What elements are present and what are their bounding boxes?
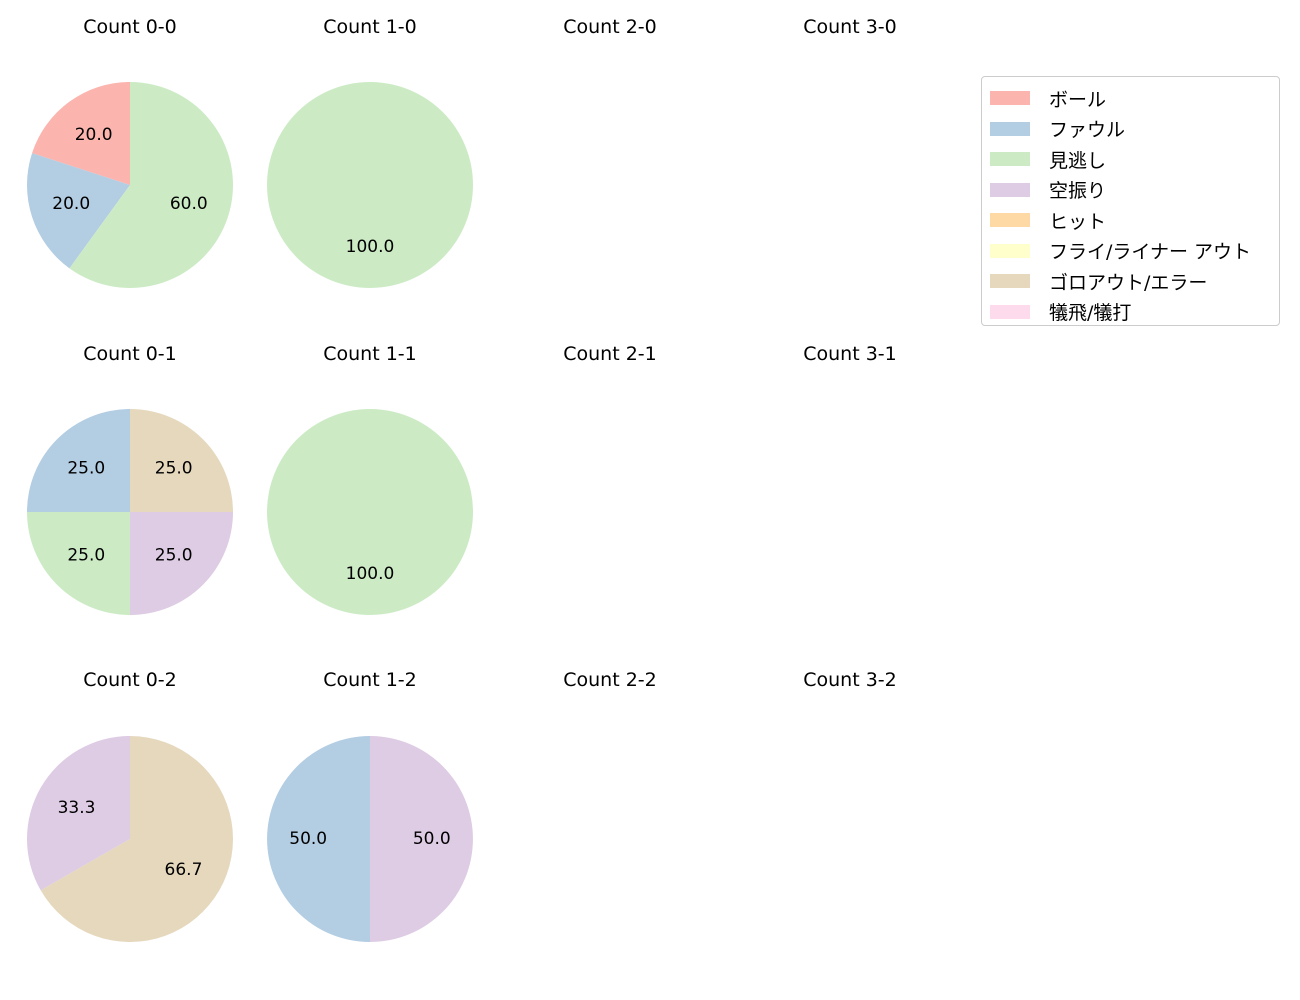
panel-title: Count 3-2 [803, 669, 897, 691]
panel-title: Count 1-0 [323, 16, 417, 38]
legend-label-hit: ヒット [1049, 210, 1107, 233]
panel-title: Count 0-1 [83, 343, 177, 365]
slice-label: 25.0 [155, 458, 193, 478]
pie-slice [267, 409, 473, 615]
slice-label: 25.0 [67, 458, 105, 478]
legend-label-swinging-strike: 空振り [1049, 180, 1107, 203]
panel-title: Count 0-0 [83, 16, 177, 38]
panel-title: Count 0-2 [83, 669, 177, 691]
legend-swatch-ball [990, 91, 1030, 106]
pie-slice [69, 82, 234, 288]
slice-label: 25.0 [67, 546, 105, 566]
legend-swatch-called-strike [990, 152, 1030, 167]
legend-swatch-fly-liner-out [990, 243, 1030, 258]
pie-slice [370, 736, 473, 942]
slice-label: 20.0 [75, 125, 113, 145]
legend-swatch-foul [990, 121, 1030, 136]
panel-title: Count 2-0 [563, 16, 657, 38]
pie-slice [130, 512, 233, 615]
legend-item-swinging-strike: 空振り [990, 175, 1279, 206]
legend-item-called-strike: 見逃し [990, 144, 1279, 175]
legend-label-sacrifice: 犠飛/犠打 [1049, 302, 1132, 325]
panel-title: Count 1-2 [323, 669, 417, 691]
pie-slice [27, 409, 130, 512]
panel-title: Count 3-1 [803, 343, 897, 365]
slice-label: 20.0 [52, 194, 90, 214]
pie-slice [40, 736, 234, 943]
legend-swatch-ground-out-error [990, 274, 1030, 289]
panel-title: Count 1-1 [323, 343, 417, 365]
panel-title: Count 2-1 [563, 343, 657, 365]
legend-item-foul: ファウル [990, 114, 1279, 145]
pie-chart: 100.0 [267, 82, 473, 288]
pie-slice [130, 409, 233, 512]
slice-label: 25.0 [155, 546, 193, 566]
legend: ボール ファウル 見逃し 空振り ヒット フライ/ライナー アウト ゴロアウト/… [981, 76, 1280, 326]
legend-item-ground-out-error: ゴロアウト/エラー [990, 266, 1279, 297]
slice-label: 50.0 [413, 829, 451, 849]
legend-item-ball: ボール [990, 83, 1279, 114]
pie-chart: 20.0 20.0 60.0 [26, 82, 234, 288]
legend-swatch-swinging-strike [990, 182, 1030, 197]
panel-title: Count 3-0 [803, 16, 897, 38]
pie-slice [267, 736, 370, 942]
pie-chart: 50.0 50.0 [267, 736, 473, 942]
pie-slice [32, 82, 130, 185]
legend-label-ground-out-error: ゴロアウト/エラー [1049, 271, 1208, 294]
legend-swatch-hit [990, 213, 1030, 228]
pie-slice [26, 153, 131, 269]
pie-slice [27, 736, 130, 891]
slice-label: 66.7 [165, 860, 203, 880]
pie-slice [267, 82, 473, 288]
legend-swatch-sacrifice [990, 304, 1030, 319]
panel-title: Count 2-2 [563, 669, 657, 691]
slice-label: 60.0 [170, 194, 208, 214]
pie-chart: 25.0 25.0 25.0 25.0 [27, 409, 233, 615]
pie-chart: 33.3 66.7 [27, 736, 234, 943]
slice-label: 50.0 [289, 829, 327, 849]
pie-slice [27, 512, 130, 615]
legend-item-hit: ヒット [990, 205, 1279, 236]
slice-label: 100.0 [346, 564, 395, 584]
legend-label-ball: ボール [1049, 88, 1107, 111]
slice-label: 100.0 [346, 237, 395, 257]
legend-item-fly-liner-out: フライ/ライナー アウト [990, 236, 1279, 267]
legend-label-called-strike: 見逃し [1049, 149, 1107, 172]
pie-chart: 100.0 [267, 409, 473, 615]
slice-label: 33.3 [58, 798, 96, 818]
legend-label-foul: ファウル [1049, 119, 1126, 142]
legend-item-sacrifice: 犠飛/犠打 [990, 297, 1279, 328]
legend-label-fly-liner-out: フライ/ライナー アウト [1049, 241, 1252, 264]
